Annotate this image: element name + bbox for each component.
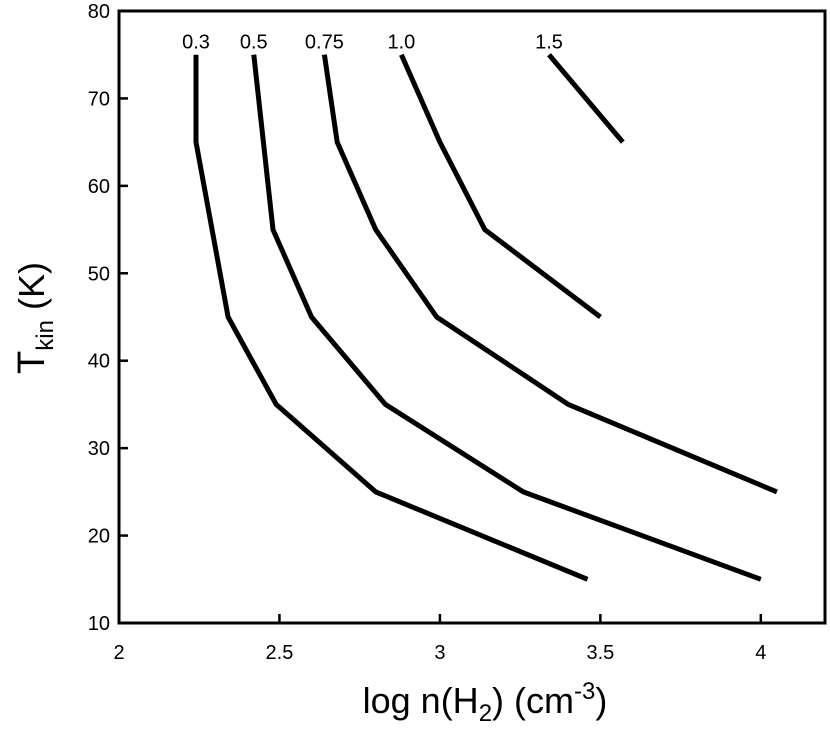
plot-frame — [117, 9, 827, 625]
x-tick-label: 2.5 — [266, 642, 294, 664]
contour-line-1.0 — [399, 53, 602, 319]
x-tick-label: 4 — [755, 642, 766, 664]
contour-line-1.5 — [547, 53, 625, 144]
y-tick-label: 60 — [88, 176, 110, 198]
x-axis: 2 2.5 3 3.5 4 — [113, 614, 766, 664]
contour-label: 0.75 — [305, 32, 344, 54]
contour-label: 1.0 — [387, 32, 415, 54]
y-axis: 10 20 30 40 50 60 70 80 — [88, 1, 128, 635]
contour-line-0.75 — [321, 54, 778, 495]
y-tick-label: 20 — [88, 526, 110, 548]
contour-line-0.3 — [193, 54, 589, 582]
y-tick-label: 70 — [88, 88, 110, 110]
contour-label: 0.3 — [182, 32, 210, 54]
x-axis-title: log n(H2) (cm-3) — [363, 678, 608, 727]
contour-label: 0.5 — [240, 32, 268, 54]
x-tick-label: 3 — [434, 642, 445, 664]
contour-line-0.5 — [251, 54, 762, 582]
x-tick-label: 2 — [113, 642, 124, 664]
y-tick-label: 50 — [88, 263, 110, 285]
y-axis-title: Tkin (K) — [11, 262, 59, 374]
contour-series: 0.3 0.5 0.75 1.0 1.5 — [182, 32, 778, 582]
y-tick-label: 30 — [88, 438, 110, 460]
x-tick-label: 3.5 — [586, 642, 614, 664]
y-tick-label: 10 — [88, 613, 110, 635]
contour-label: 1.5 — [535, 32, 563, 54]
y-tick-label: 40 — [88, 351, 110, 373]
y-tick-label: 80 — [88, 1, 110, 23]
